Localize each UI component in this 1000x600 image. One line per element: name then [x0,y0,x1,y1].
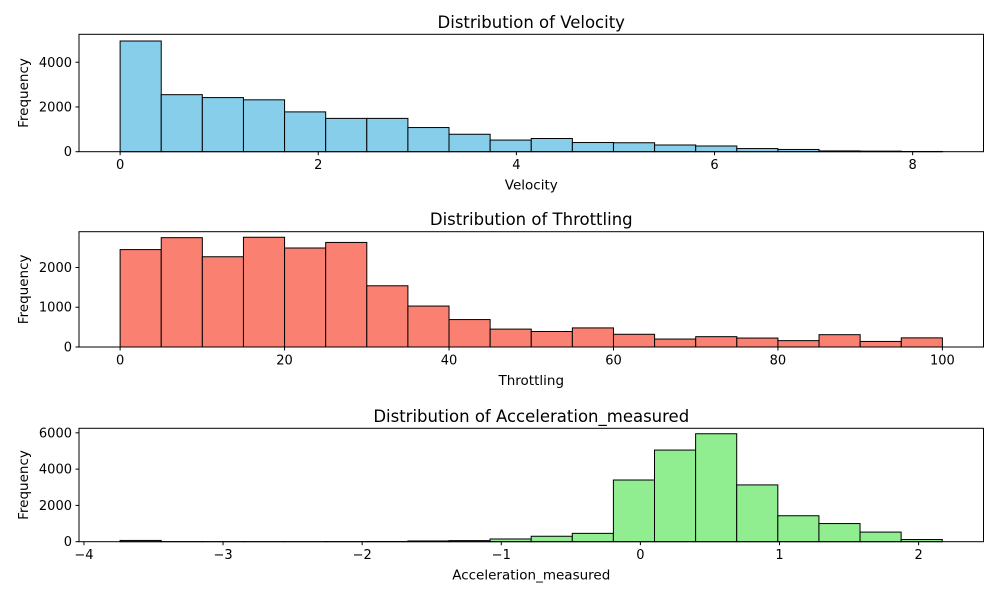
x-tick-label: 6 [710,158,718,173]
x-tick-label: −1 [492,548,511,563]
chart-title: Distribution of Velocity [438,13,626,32]
histogram-bar [777,515,820,543]
histogram-bar [366,285,409,348]
histogram-bar [571,142,614,153]
histogram-bar [571,532,614,543]
plot-area [79,428,984,542]
histogram-bar [859,340,902,348]
axes-spines [78,231,984,348]
histogram-bar [366,117,409,153]
histogram-bar [612,479,656,543]
y-tick-label: 0 [64,145,72,160]
histogram-bar [325,117,368,153]
histogram-bar [571,327,614,348]
histogram-bar [654,449,697,543]
histogram-bar [736,337,779,348]
y-tick-label: 6000 [39,426,72,441]
x-tick-label: 60 [605,354,622,369]
acceleration-chart-canvas: −4 −3 −2 −1 0 1 2 0 2000 4000 6000 Distribution of … [16,407,984,584]
histogram-bar [612,333,656,348]
histogram-bar [160,237,203,348]
histogram-bar [448,133,491,153]
histogram-bar [695,433,738,543]
axes-spines [78,33,984,153]
x-axis-label: Velocity [505,178,558,194]
x-tick-label: 8 [909,158,917,173]
x-tick-label: 1 [775,548,783,563]
histogram-bar [530,330,573,348]
x-tick-label: 4 [512,158,520,173]
histogram-bar [489,139,532,153]
y-axis-label: Frequency [16,450,32,520]
histogram-bar [818,523,861,543]
x-tick-label: 0 [116,354,124,369]
histogram-bar [242,99,286,153]
x-tick-label: −3 [213,548,232,563]
acceleration-histogram-subplot: −4 −3 −2 −1 0 1 2 0 2000 4000 6000 Distribution of … [0,400,1000,600]
histogram-bar [448,319,491,348]
x-tick-label: 100 [930,354,955,369]
histogram-bar [325,241,368,348]
histogram-bar [818,334,861,348]
y-tick-label: 2000 [39,499,72,514]
histogram-bar [119,40,162,153]
histogram-bar [612,142,656,153]
x-tick-label: 0 [116,158,124,173]
histogram-bar [489,328,532,348]
x-axis-label: Throttling [497,373,564,389]
histogram-bar [695,145,738,153]
y-axis-label: Frequency [16,254,32,324]
x-axis-label: Acceleration_measured [452,568,610,584]
histogram-bar [654,144,697,153]
histogram-bar [242,236,286,348]
histogram-bar [859,531,902,543]
y-tick-label: 4000 [39,463,72,478]
x-tick-label: 0 [636,548,644,563]
histogram-bar [695,336,738,348]
histogram-bar [119,249,162,348]
y-tick-label: 1000 [39,301,72,316]
x-tick-label: 20 [276,354,293,369]
x-tick-label: 40 [441,354,458,369]
y-tick-label: 2000 [39,100,72,115]
histogram-bar [407,127,450,153]
x-tick-label: 2 [914,548,922,563]
y-tick-label: 2000 [39,261,72,276]
histogram-bar [900,337,943,348]
chart-title: Distribution of Acceleration_measured [373,407,689,427]
x-tick-label: 80 [770,354,787,369]
histogram-bar [654,338,697,348]
y-tick-label: 4000 [39,56,72,71]
y-tick-label: 0 [64,341,72,356]
x-tick-label: −4 [74,548,93,563]
histogram-bar [284,247,327,348]
histogram-bar [284,111,327,153]
histogram-bar [201,97,244,153]
throttling-histogram-subplot: 0 20 40 60 80 100 0 1000 2000 Distribution of Thr… [0,200,1000,400]
axes-spines [78,427,984,543]
histogram-bar [407,305,450,348]
histogram-bar [777,340,820,348]
x-tick-label: 2 [314,158,322,173]
histogram-bar [530,138,573,153]
velocity-histogram-subplot: 0 2 4 6 8 0 2000 4000 Distribution of Velocity Ve… [0,0,1000,200]
x-tick-label: −2 [353,548,372,563]
chart-title: Distribution of Throttling [430,210,633,229]
histogram-bar [736,484,779,543]
histogram-bar [530,535,573,543]
y-tick-label: 0 [64,535,72,550]
velocity-chart-canvas: 0 2 4 6 8 0 2000 4000 Distribution of Velocity Ve… [16,13,984,194]
histogram-bar [201,256,244,348]
y-axis-label: Frequency [16,58,32,128]
histogram-bar [160,94,203,153]
